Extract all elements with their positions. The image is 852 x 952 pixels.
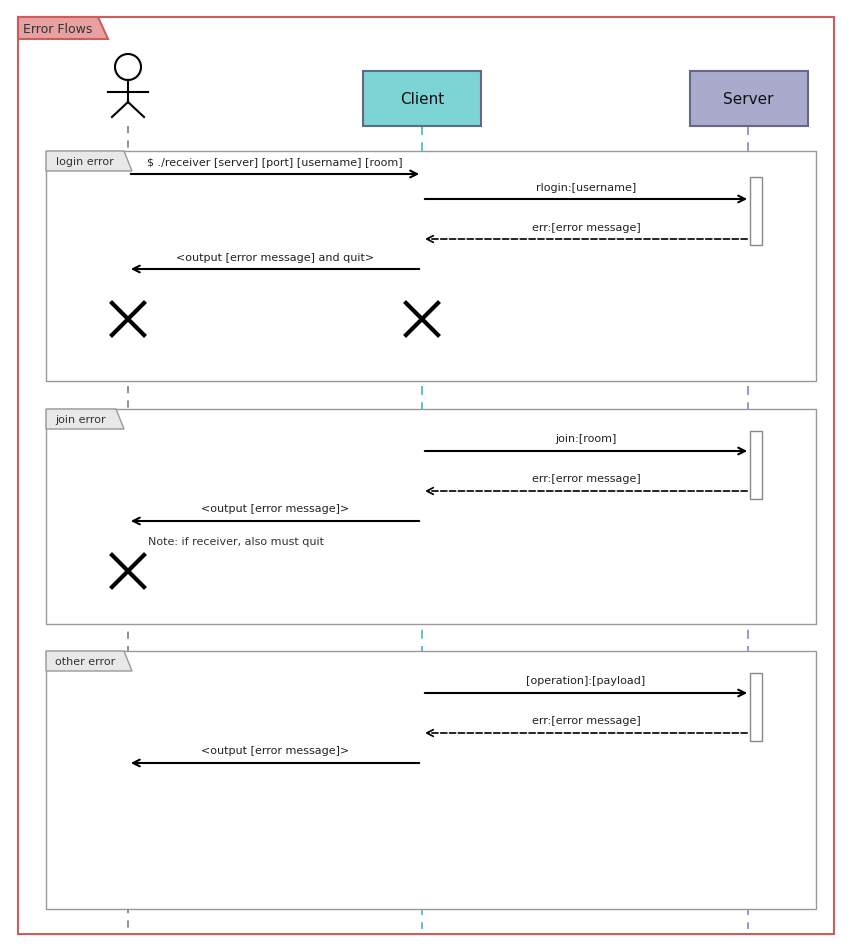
Text: rlogin:[username]: rlogin:[username] xyxy=(536,183,636,193)
Text: login error: login error xyxy=(56,157,114,167)
Bar xyxy=(690,72,808,127)
Text: other error: other error xyxy=(55,656,115,666)
Bar xyxy=(750,673,762,742)
Bar xyxy=(750,178,762,246)
Text: join:[room]: join:[room] xyxy=(556,433,617,444)
Text: Client: Client xyxy=(400,92,444,107)
Text: Note: if receiver, also must quit: Note: if receiver, also must quit xyxy=(148,536,324,546)
Polygon shape xyxy=(46,651,132,671)
Text: err:[error message]: err:[error message] xyxy=(532,223,641,232)
Bar xyxy=(363,72,481,127)
Polygon shape xyxy=(46,151,132,171)
Bar xyxy=(46,151,816,382)
Bar xyxy=(750,431,762,500)
Text: $ ./receiver [server] [port] [username] [room]: $ ./receiver [server] [port] [username] … xyxy=(147,158,403,168)
Text: err:[error message]: err:[error message] xyxy=(532,715,641,725)
Polygon shape xyxy=(46,409,124,429)
Text: join error: join error xyxy=(55,414,106,425)
Bar xyxy=(46,651,816,909)
Text: err:[error message]: err:[error message] xyxy=(532,473,641,484)
Text: Server: Server xyxy=(722,92,774,107)
Text: Error Flows: Error Flows xyxy=(23,23,93,35)
Bar xyxy=(46,409,816,625)
Text: <output [error message]>: <output [error message]> xyxy=(201,745,349,755)
Text: [operation]:[payload]: [operation]:[payload] xyxy=(527,675,646,685)
Text: <output [error message]>: <output [error message]> xyxy=(201,504,349,513)
Polygon shape xyxy=(18,18,108,40)
Text: <output [error message] and quit>: <output [error message] and quit> xyxy=(176,252,374,263)
